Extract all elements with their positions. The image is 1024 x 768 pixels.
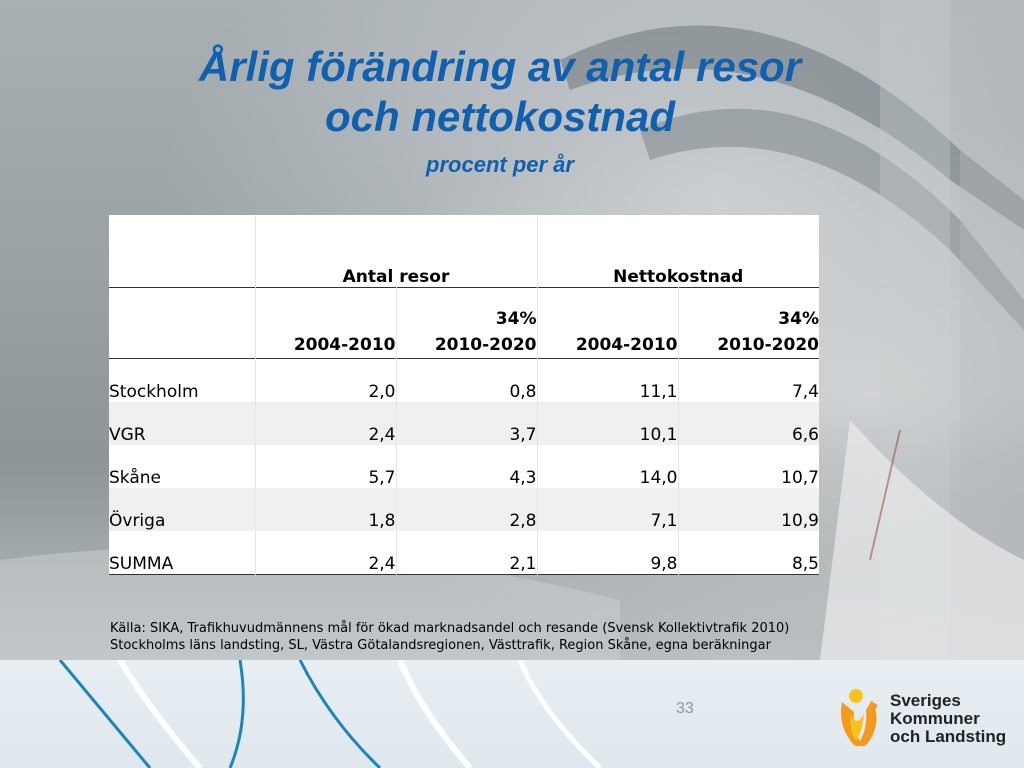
row-name: Övriga [109, 488, 256, 531]
data-table: Antal resor Nettokostnad 2004-2010 34% 2… [109, 215, 819, 575]
cell-value: 1,8 [255, 488, 397, 531]
logo-line-2: Kommuner [890, 709, 980, 728]
cell-value: 2,0 [255, 358, 397, 402]
sub-header-empty [109, 287, 256, 359]
cell-value: 10,9 [781, 511, 819, 531]
cell-value: 2,4 [255, 531, 397, 575]
cell-value: 3,7 [396, 402, 538, 445]
cell-value: 6,6 [791, 425, 819, 445]
source-note: Källa: SIKA, Trafikhuvudmännens mål för … [110, 620, 910, 654]
skl-figure-logo-icon [841, 689, 877, 747]
sub-header-top: 34% [495, 309, 537, 329]
table-row: VGR 2,4 3,7 10,1 6,6 [109, 402, 819, 445]
table-row: Stockholm 2,0 0,8 11,1 7,4 [109, 358, 819, 402]
group-header-empty [109, 215, 256, 288]
source-line-1: Källa: SIKA, Trafikhuvudmännens mål för … [110, 621, 790, 636]
slide-subtitle: procent per år [426, 152, 574, 177]
cell-value: 8,5 [791, 554, 819, 574]
cell-value: 2,4 [255, 402, 397, 445]
sub-header-bottom: 2004-2010 [575, 335, 678, 355]
row-name: VGR [109, 402, 256, 445]
sub-header-cell: 2004-2010 [255, 287, 397, 359]
cell-value: 7,4 [791, 382, 819, 402]
sub-header-bottom: 2010-2020 [434, 335, 537, 355]
cell-value: 2,8 [396, 488, 538, 531]
table-row: Övriga 1,8 2,8 7,1 10,9 [109, 488, 819, 531]
sub-header-cell: 34% 2010-2020 [396, 287, 538, 359]
page-number: 33 [676, 700, 694, 717]
sub-header-bottom: 2004-2010 [293, 335, 396, 355]
cell-value: 11,1 [537, 358, 679, 402]
cell-value: 14,0 [537, 445, 679, 488]
table-row: Skåne 5,7 4,3 14,0 10,7 [109, 445, 819, 488]
cell-value: 2,1 [396, 531, 538, 575]
group-header-nettokostnad: Nettokostnad [613, 267, 744, 287]
table-sub-header-row: 2004-2010 34% 2010-2020 2004-2010 34% 20… [109, 287, 819, 359]
cell-value: 0,8 [396, 358, 538, 402]
slide-title: Årlig förändring av antal resor och nett… [60, 42, 940, 142]
cell-value: 9,8 [537, 531, 679, 575]
bridge-photo-illustration [0, 0, 1024, 660]
cell-value: 5,7 [255, 445, 397, 488]
table-group-header-row: Antal resor Nettokostnad [109, 215, 819, 288]
logo-line-1: Sveriges [890, 691, 961, 710]
table-row: SUMMA 2,4 2,1 9,8 8,5 [109, 531, 819, 575]
sub-header-top: 34% [778, 309, 819, 329]
sub-header-cell: 2004-2010 [537, 287, 679, 359]
title-line-1: Årlig förändring av antal resor [198, 43, 802, 90]
sub-header-cell: 34% 2010-2020 [678, 288, 819, 359]
source-line-2: Stockholms läns landsting, SL, Västra Gö… [110, 638, 771, 653]
cell-value: 4,3 [396, 445, 538, 488]
cell-value: 10,7 [781, 468, 819, 488]
cell-value: 10,1 [537, 402, 679, 445]
sub-header-bottom: 2010-2020 [717, 335, 819, 355]
row-name: Stockholm [109, 358, 256, 402]
logo-line-3: och Landsting [890, 727, 1007, 746]
wave-lines-decoration [58, 660, 602, 768]
row-name: SUMMA [109, 531, 256, 575]
row-name: Skåne [109, 445, 256, 488]
cell-value: 7,1 [537, 488, 679, 531]
logo-text: Sveriges Kommuner och Landsting [890, 692, 1006, 746]
title-line-2: och nettokostnad [324, 93, 675, 140]
group-header-antal-resor: Antal resor [255, 215, 538, 288]
